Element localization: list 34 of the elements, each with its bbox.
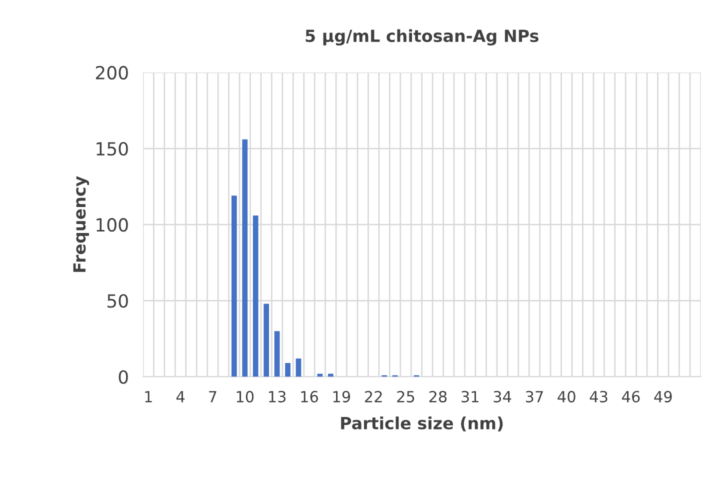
x-tick-label: 34	[494, 390, 512, 402]
bar	[285, 363, 290, 377]
bar	[328, 374, 334, 377]
bar	[264, 304, 270, 377]
chart-title: 5 µg/mL chitosan-Ag NPs	[306, 29, 538, 46]
x-tick-label: 1	[145, 391, 152, 402]
x-tick-label: 22	[364, 390, 382, 402]
y-tick-label: 50	[108, 294, 128, 308]
x-axis-title: Particle size (nm)	[341, 416, 503, 432]
bar	[274, 331, 280, 377]
bar	[252, 215, 258, 377]
y-tick-label: 150	[96, 142, 128, 156]
x-tick-label: 13	[269, 390, 286, 402]
x-tick-label: 37	[526, 390, 543, 402]
x-tick-label: 19	[333, 390, 350, 402]
bar	[296, 358, 302, 377]
bar	[317, 374, 323, 377]
x-tick-label: 7	[209, 391, 216, 402]
x-tick-label: 25	[397, 390, 414, 402]
bar	[242, 139, 248, 377]
x-tick-label: 49	[654, 390, 672, 402]
x-tick-label: 40	[558, 390, 576, 402]
x-tick-label: 16	[301, 390, 318, 402]
y-axis-title: Frequency	[73, 176, 90, 272]
x-tick-label: 10	[236, 390, 254, 402]
bar	[231, 196, 237, 377]
x-tick-label: 43	[590, 390, 608, 402]
x-tick-label: 31	[462, 390, 478, 402]
y-tick-label: 100	[96, 218, 128, 232]
x-tick-label: 46	[622, 390, 640, 402]
x-tick-label: 28	[429, 390, 447, 402]
y-tick-label: 200	[96, 66, 128, 80]
x-tick-label: 4	[176, 391, 185, 402]
y-tick-label: 0	[118, 370, 128, 384]
